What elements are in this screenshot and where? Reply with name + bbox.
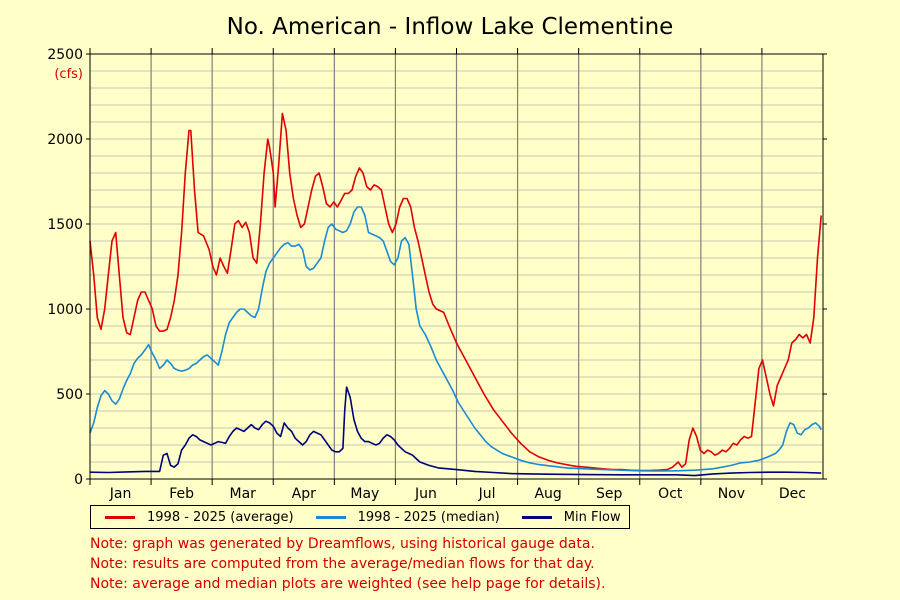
legend-item-average: 1998 - 2025 (average) xyxy=(105,510,294,525)
month-label: Sep xyxy=(596,486,623,502)
month-label: Nov xyxy=(718,486,745,502)
y-tick-label: 2000 xyxy=(47,132,83,148)
legend: 1998 - 2025 (average) 1998 - 2025 (media… xyxy=(90,505,630,529)
notes: Note: graph was generated by Dreamflows,… xyxy=(90,534,605,594)
month-label: Dec xyxy=(779,486,806,502)
legend-swatch-average xyxy=(105,515,135,519)
series-line-2 xyxy=(89,386,822,477)
legend-item-median: 1998 - 2025 (median) xyxy=(315,509,500,525)
month-label: May xyxy=(350,486,379,502)
chart-title: No. American - Inflow Lake Clementine xyxy=(227,14,674,40)
y-unit-label: (cfs) xyxy=(54,67,83,82)
series-line-0 xyxy=(89,112,822,472)
x-axis: Jan Feb Mar Apr May Jun Jul Aug Sep Oct Nov Dec xyxy=(89,48,806,502)
plot-frame xyxy=(89,53,824,480)
month-label: Oct xyxy=(658,486,683,502)
series-line-1 xyxy=(89,206,822,472)
note-line: Note: graph was generated by Dreamflows,… xyxy=(90,536,595,552)
note-line: Note: average and median plots are weigh… xyxy=(90,576,606,592)
legend-label-min-flow: Min Flow xyxy=(563,509,621,525)
month-label: Mar xyxy=(229,486,256,502)
month-label: Aug xyxy=(534,486,561,502)
y-tick-label: 1000 xyxy=(47,302,83,318)
y-axis: 0 500 1000 1500 2000 2500 xyxy=(47,47,827,488)
legend-label-median: 1998 - 2025 (median) xyxy=(357,509,500,525)
legend-item-min-flow: Min Flow xyxy=(521,509,621,525)
y-tick-label: 2500 xyxy=(47,47,83,63)
month-label: Jan xyxy=(109,486,132,502)
legend-label-average: 1998 - 2025 (average) xyxy=(147,509,294,525)
y-tick-label: 500 xyxy=(56,387,83,403)
y-tick-label: 1500 xyxy=(47,217,83,233)
legend-swatch-min-flow xyxy=(521,515,552,519)
month-label: Jun xyxy=(414,486,437,502)
series-group xyxy=(89,112,822,477)
month-label: Jul xyxy=(478,486,496,502)
month-label: Apr xyxy=(292,486,316,502)
y-tick-label: 0 xyxy=(74,472,83,488)
legend-swatch-median xyxy=(315,515,346,519)
month-label: Feb xyxy=(169,486,194,502)
note-line: Note: results are computed from the aver… xyxy=(90,556,595,572)
